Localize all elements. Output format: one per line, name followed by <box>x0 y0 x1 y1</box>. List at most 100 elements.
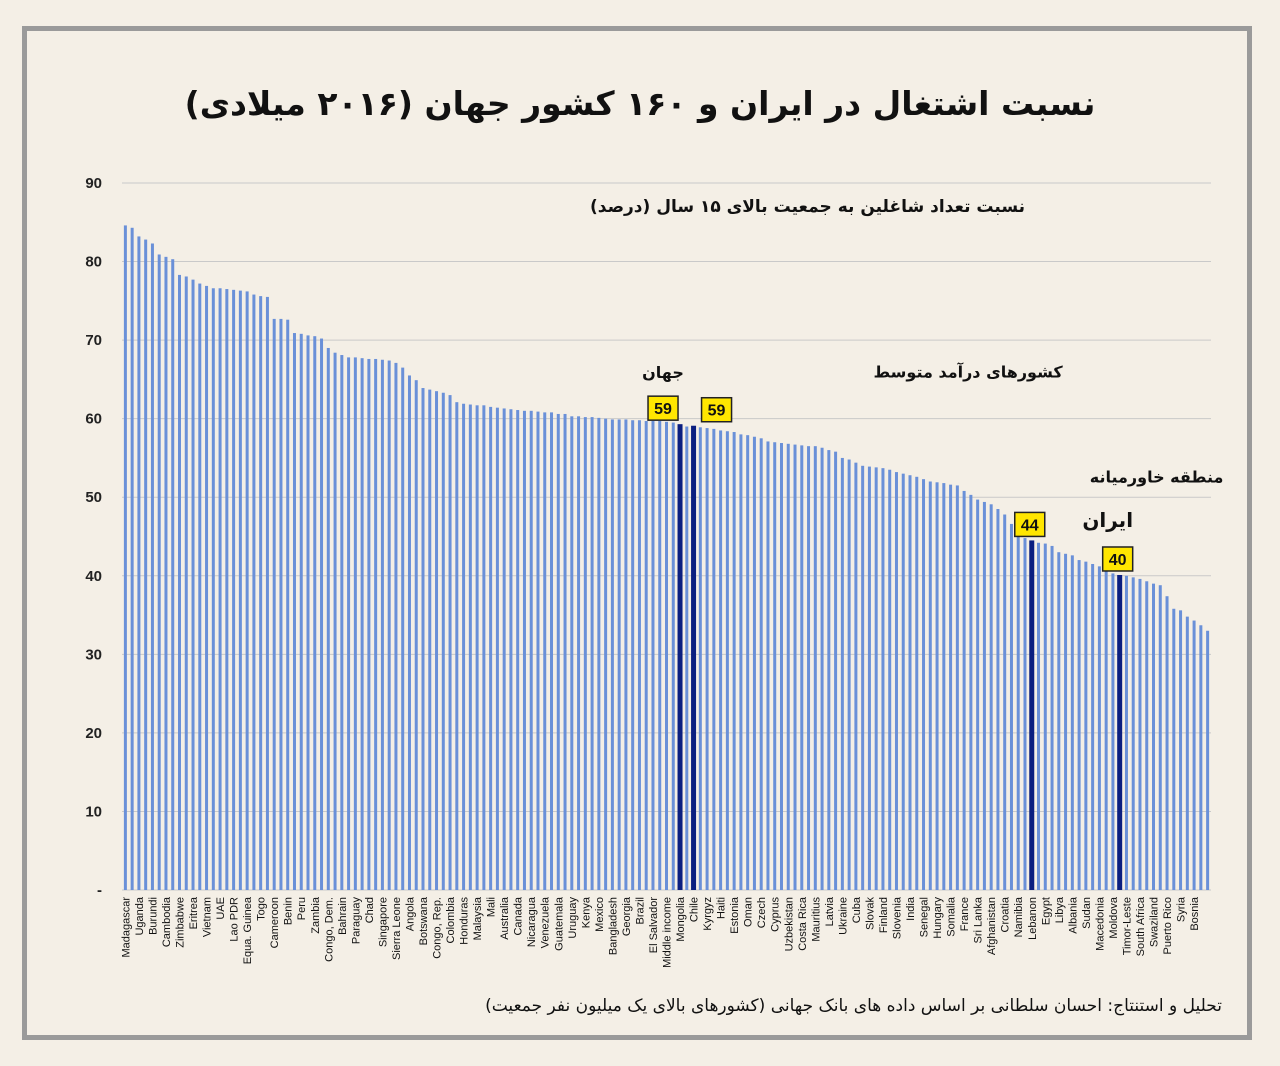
bar <box>908 475 912 890</box>
bar <box>982 501 986 890</box>
x-tick-label: Brazil <box>634 897 646 925</box>
page-title: نسبت اشتغال در ایران و ۱۶۰ کشور جهان (۲۰… <box>184 84 1096 123</box>
bar <box>259 296 263 890</box>
x-tick-label: Libya <box>1054 896 1066 923</box>
bar <box>922 479 926 890</box>
bar <box>536 411 540 890</box>
x-tick-label: Cuba <box>851 896 863 923</box>
bar <box>340 355 344 891</box>
x-tick-label: Cameroon <box>269 897 281 948</box>
bar <box>468 404 472 890</box>
bar <box>292 333 296 890</box>
highlight-bar <box>1029 540 1035 890</box>
bar <box>1057 552 1061 890</box>
bar <box>421 388 425 890</box>
bar <box>1070 555 1074 890</box>
bar <box>1185 616 1189 890</box>
bar <box>935 482 939 890</box>
x-tick-label: Angola <box>404 896 416 931</box>
x-tick-label: Uruguay <box>567 897 579 939</box>
x-tick-label: Equa. Guinea <box>242 896 254 964</box>
bar <box>489 406 493 890</box>
x-tick-label: Hungary <box>932 897 944 939</box>
bar <box>550 412 554 890</box>
bar <box>644 421 648 890</box>
bar <box>894 472 898 890</box>
bar <box>577 416 581 890</box>
bar <box>1003 514 1007 890</box>
x-tick-label: Sierra Leone <box>391 897 403 960</box>
x-tick-label: Madagascar <box>120 897 132 958</box>
x-tick-label: Honduras <box>459 897 471 945</box>
bar <box>130 227 134 890</box>
bar <box>1172 608 1176 890</box>
bar <box>658 421 662 890</box>
bar <box>705 428 709 890</box>
x-tick-label: France <box>959 897 971 931</box>
bar <box>739 434 743 890</box>
bar <box>320 338 324 890</box>
bar <box>401 367 405 890</box>
x-tick-label: Mali <box>486 897 498 917</box>
x-tick-label: Croatia <box>1000 896 1012 932</box>
bar <box>144 239 148 890</box>
value-badge-bg <box>1101 546 1134 572</box>
bar <box>225 289 229 890</box>
bar <box>847 459 851 890</box>
bar <box>698 427 702 890</box>
bar <box>752 436 756 890</box>
x-tick-label: Syria <box>1176 896 1188 922</box>
highlight-name: منطقه خاورمیانه <box>1090 467 1224 486</box>
bar <box>861 465 865 890</box>
bar <box>252 294 256 890</box>
x-tick-label: Colombia <box>445 896 457 943</box>
x-tick-label: Lao PDR <box>229 897 241 942</box>
bar <box>1145 581 1149 890</box>
x-tick-label: Middle income <box>662 897 674 968</box>
bar <box>435 391 439 890</box>
x-tick-label: Bangladesh <box>607 897 619 955</box>
x-tick-label: Moldova <box>1108 896 1120 938</box>
value-badge-bg <box>647 395 679 421</box>
bar <box>218 288 222 891</box>
bar <box>448 395 452 890</box>
bar <box>1206 630 1210 890</box>
bar <box>563 413 567 890</box>
x-tick-label: Egypt <box>1040 897 1052 925</box>
bar <box>604 418 608 890</box>
bar <box>1016 536 1020 890</box>
bar <box>232 289 236 890</box>
bar <box>367 358 371 890</box>
bar <box>1037 542 1041 890</box>
bar <box>556 413 560 890</box>
bar <box>394 362 398 890</box>
y-tick-label: - <box>97 882 102 899</box>
x-tick-label: Nicaragua <box>526 896 538 947</box>
bar <box>184 276 188 891</box>
bar <box>428 389 432 890</box>
x-tick-label: Czech <box>756 897 768 928</box>
bar <box>1084 561 1088 890</box>
x-tick-label: Togo <box>256 897 268 921</box>
bar <box>333 352 337 890</box>
x-tick-label: Bosnia <box>1189 896 1201 931</box>
bar <box>198 283 202 890</box>
chart-frame <box>22 26 1252 1040</box>
y-tick-label: 40 <box>85 568 102 585</box>
bar <box>867 466 871 890</box>
bar <box>1199 625 1203 890</box>
bar <box>279 318 283 890</box>
bar <box>462 403 466 890</box>
x-tick-label: Mauritius <box>810 897 822 942</box>
bar <box>1124 575 1128 890</box>
bar <box>326 347 330 890</box>
bar <box>807 446 811 890</box>
x-tick-label: Senegal <box>919 897 931 937</box>
bar <box>137 236 141 890</box>
bar <box>374 358 378 890</box>
bar <box>475 405 479 890</box>
bar <box>583 417 587 890</box>
y-tick-label: 30 <box>85 646 102 663</box>
highlight-bar <box>1117 574 1123 890</box>
